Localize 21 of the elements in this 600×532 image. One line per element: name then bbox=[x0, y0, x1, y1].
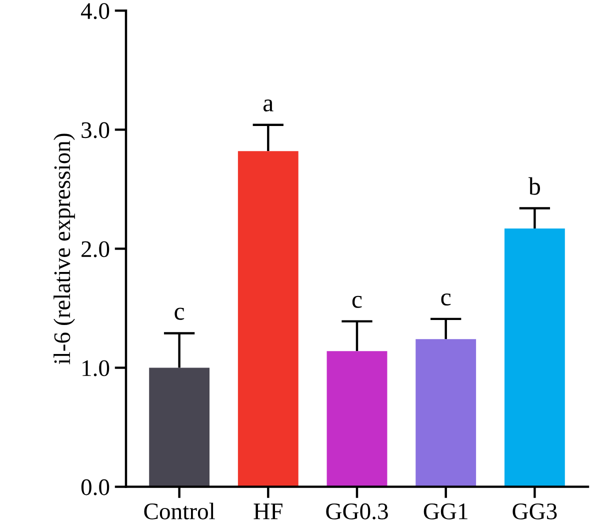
x-tick-label: HF bbox=[254, 504, 282, 520]
annotation: a bbox=[263, 100, 274, 112]
x-tick-label: Control bbox=[144, 502, 215, 520]
y-tick-label: 0.0 bbox=[81, 479, 110, 496]
bar bbox=[416, 339, 476, 487]
bar bbox=[238, 151, 298, 487]
annotation: b bbox=[528, 177, 540, 195]
x-tick-label: GG3 bbox=[512, 504, 557, 520]
x-tick-label: GG1 bbox=[424, 504, 468, 520]
y-axis-title: il-6 (relative expression) bbox=[54, 134, 75, 364]
annotation: c bbox=[174, 308, 184, 320]
annotation: c bbox=[352, 296, 362, 308]
x-tick-label: GG0.3 bbox=[326, 503, 388, 520]
annotation: c bbox=[441, 294, 451, 306]
y-tick-label: 1.0 bbox=[82, 360, 110, 376]
bar bbox=[149, 368, 210, 487]
bar bbox=[504, 228, 565, 487]
y-tick-label: 4.0 bbox=[80, 3, 110, 20]
y-tick-label: 3.0 bbox=[82, 122, 110, 138]
bar bbox=[326, 351, 388, 487]
y-tick-label: 2.0 bbox=[82, 241, 110, 258]
